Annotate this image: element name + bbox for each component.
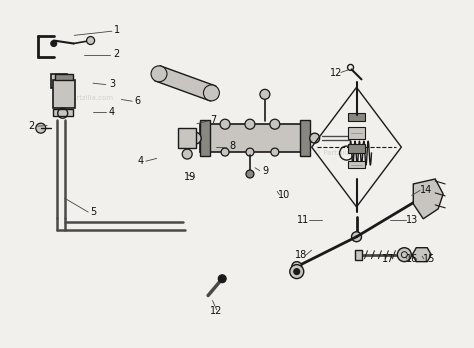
Circle shape — [151, 66, 167, 82]
Circle shape — [270, 119, 280, 129]
Bar — [300, 120, 310, 156]
Circle shape — [220, 119, 230, 129]
Text: © Partzilla.com: © Partzilla.com — [59, 95, 113, 101]
Text: 3: 3 — [109, 79, 115, 89]
Text: 9: 9 — [262, 166, 268, 175]
Circle shape — [271, 148, 279, 156]
Text: 19: 19 — [183, 173, 196, 182]
Polygon shape — [155, 66, 216, 101]
Bar — [178, 128, 196, 148]
Bar — [200, 120, 210, 156]
Circle shape — [218, 275, 226, 283]
Text: 15: 15 — [423, 254, 436, 264]
Bar — [55, 74, 73, 80]
Text: 17: 17 — [382, 254, 394, 264]
Bar — [347, 161, 365, 168]
Text: 11: 11 — [297, 215, 309, 225]
Circle shape — [294, 269, 300, 275]
Polygon shape — [413, 179, 443, 219]
Text: © Partzilla.com: © Partzilla.com — [314, 150, 368, 156]
Text: 18: 18 — [295, 251, 307, 260]
Bar — [347, 127, 365, 139]
Circle shape — [246, 148, 254, 156]
Circle shape — [203, 85, 219, 101]
Text: 6: 6 — [135, 96, 141, 106]
Text: 4: 4 — [137, 156, 143, 166]
Bar — [53, 109, 73, 116]
Text: 2: 2 — [28, 121, 35, 131]
Text: 2: 2 — [113, 49, 120, 60]
Circle shape — [260, 89, 270, 99]
Text: 16: 16 — [406, 254, 418, 264]
Circle shape — [290, 264, 304, 279]
Circle shape — [246, 170, 254, 178]
Circle shape — [36, 123, 46, 133]
Text: 5: 5 — [90, 207, 96, 217]
Bar — [347, 144, 365, 153]
Circle shape — [292, 262, 302, 271]
Circle shape — [51, 40, 57, 47]
Text: 10: 10 — [278, 190, 291, 200]
Polygon shape — [412, 248, 431, 262]
Bar — [347, 113, 365, 121]
Bar — [355, 250, 363, 260]
Text: 4: 4 — [109, 106, 115, 117]
Circle shape — [189, 132, 201, 144]
Circle shape — [182, 149, 192, 159]
Circle shape — [352, 232, 362, 242]
Bar — [200, 124, 310, 152]
Text: © Partzilla.com: © Partzilla.com — [210, 136, 264, 142]
Text: 1: 1 — [114, 25, 119, 35]
Circle shape — [221, 148, 229, 156]
Bar — [53, 80, 74, 108]
Text: 7: 7 — [210, 115, 217, 125]
Text: 12: 12 — [330, 69, 342, 79]
Circle shape — [87, 37, 95, 45]
Circle shape — [397, 248, 411, 262]
Text: 14: 14 — [419, 184, 432, 195]
Text: 8: 8 — [229, 141, 236, 151]
Circle shape — [310, 133, 319, 143]
Text: 12: 12 — [210, 306, 222, 316]
Text: 13: 13 — [406, 215, 418, 225]
Circle shape — [245, 119, 255, 129]
Bar — [51, 74, 67, 88]
